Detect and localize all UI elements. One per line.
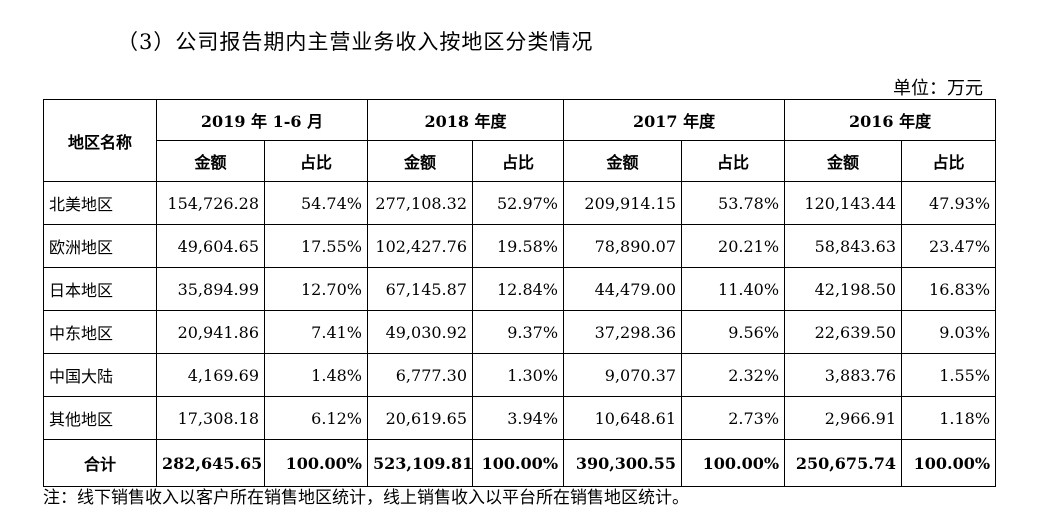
region-name-cell: 日本地区 <box>43 267 157 311</box>
header-period: 2019 年 1-6 月 <box>156 99 368 141</box>
header-period: 2016 年度 <box>784 99 997 141</box>
header-ratio: 占比 <box>681 140 786 182</box>
amount-cell: 4,169.69 <box>156 353 265 397</box>
ratio-cell: 17.55% <box>264 224 368 268</box>
ratio-cell: 53.78% <box>681 181 786 225</box>
region-name-cell: 北美地区 <box>43 181 157 225</box>
region-name-cell: 欧洲地区 <box>43 224 157 268</box>
ratio-cell: 16.83% <box>901 267 997 311</box>
amount-cell: 67,145.87 <box>367 267 473 311</box>
header-region: 地区名称 <box>43 99 157 182</box>
amount-cell: 37,298.36 <box>563 310 683 354</box>
amount-cell: 49,030.92 <box>367 310 473 354</box>
ratio-cell: 9.37% <box>471 310 565 354</box>
ratio-cell: 52.97% <box>471 181 565 225</box>
table-title: （3）公司报告期内主营业务收入按地区分类情况 <box>117 30 594 54</box>
amount-cell: 277,108.32 <box>367 181 473 225</box>
ratio-cell: 6.12% <box>264 396 368 440</box>
header-amount: 金额 <box>563 140 683 182</box>
ratio-cell: 3.94% <box>471 396 565 440</box>
header-period: 2017 年度 <box>563 99 786 141</box>
amount-cell: 58,843.63 <box>784 224 903 268</box>
table-row: 欧洲地区 49,604.65 17.55% 102,427.76 19.58% 78,89… <box>43 224 997 268</box>
header-amount: 金额 <box>367 140 473 182</box>
total-amount-cell: 523,109.81 <box>367 439 473 487</box>
ratio-cell: 1.48% <box>264 353 368 397</box>
ratio-cell: 1.55% <box>901 353 997 397</box>
amount-cell: 10,648.61 <box>563 396 683 440</box>
header-period: 2018 年度 <box>366 99 565 141</box>
header-ratio: 占比 <box>264 140 368 182</box>
revenue-by-region-table: 地区名称 2019 年 1-6 月 2018 年度 2017 年度 2016 年… <box>43 99 997 487</box>
ratio-cell: 20.21% <box>681 224 786 268</box>
amount-cell: 22,639.50 <box>784 310 903 354</box>
amount-cell: 9,070.37 <box>563 353 683 397</box>
ratio-cell: 1.30% <box>471 353 565 397</box>
table-row: 北美地区 154,726.28 54.74% 277,108.32 52.97% 209,… <box>43 181 997 225</box>
header-ratio: 占比 <box>471 140 565 182</box>
amount-cell: 154,726.28 <box>156 181 265 225</box>
table-row: 中国大陆 4,169.69 1.48% 6,777.30 1.30% 9,070.37 2.… <box>43 353 997 397</box>
amount-cell: 20,619.65 <box>367 396 473 440</box>
amount-cell: 49,604.65 <box>156 224 265 268</box>
total-ratio-cell: 100.00% <box>901 439 997 487</box>
region-name-cell: 其他地区 <box>43 396 157 440</box>
ratio-cell: 2.73% <box>681 396 786 440</box>
region-name-cell: 中国大陆 <box>43 353 157 397</box>
ratio-cell: 47.93% <box>901 181 997 225</box>
ratio-cell: 1.18% <box>901 396 997 440</box>
table-row: 中东地区 20,941.86 7.41% 49,030.92 9.37% 37,298.3… <box>43 310 997 354</box>
ratio-cell: 19.58% <box>471 224 565 268</box>
total-ratio-cell: 100.00% <box>264 439 368 487</box>
region-name-cell: 中东地区 <box>43 310 157 354</box>
amount-cell: 44,479.00 <box>563 267 683 311</box>
amount-cell: 42,198.50 <box>784 267 903 311</box>
header-ratio: 占比 <box>901 140 997 182</box>
header-amount: 金额 <box>156 140 265 182</box>
ratio-cell: 12.70% <box>264 267 368 311</box>
amount-cell: 6,777.30 <box>367 353 473 397</box>
amount-cell: 78,890.07 <box>563 224 683 268</box>
footnote: 注：线下销售收入以客户所在销售地区统计，线上销售收入以平台所在销售地区统计。 <box>43 488 689 508</box>
amount-cell: 17,308.18 <box>156 396 265 440</box>
ratio-cell: 54.74% <box>264 181 368 225</box>
total-amount-cell: 250,675.74 <box>784 439 903 487</box>
header-amount: 金额 <box>784 140 903 182</box>
total-label: 合计 <box>43 439 157 487</box>
ratio-cell: 9.56% <box>681 310 786 354</box>
total-row: 合计 282,645.65 100.00% 523,109.81 100.00% 390,… <box>43 439 997 487</box>
total-ratio-cell: 100.00% <box>471 439 565 487</box>
amount-cell: 35,894.99 <box>156 267 265 311</box>
total-ratio-cell: 100.00% <box>681 439 786 487</box>
table-row: 日本地区 35,894.99 12.70% 67,145.87 12.84% 44,479… <box>43 267 997 311</box>
ratio-cell: 12.84% <box>471 267 565 311</box>
ratio-cell: 7.41% <box>264 310 368 354</box>
ratio-cell: 23.47% <box>901 224 997 268</box>
amount-cell: 3,883.76 <box>784 353 903 397</box>
ratio-cell: 9.03% <box>901 310 997 354</box>
amount-cell: 102,427.76 <box>367 224 473 268</box>
amount-cell: 120,143.44 <box>784 181 903 225</box>
amount-cell: 209,914.15 <box>563 181 683 225</box>
ratio-cell: 11.40% <box>681 267 786 311</box>
amount-cell: 2,966.91 <box>784 396 903 440</box>
total-amount-cell: 390,300.55 <box>563 439 683 487</box>
unit-label: 单位：万元 <box>893 78 983 99</box>
total-amount-cell: 282,645.65 <box>156 439 265 487</box>
table-row: 其他地区 17,308.18 6.12% 20,619.65 3.94% 10,648.6… <box>43 396 997 440</box>
amount-cell: 20,941.86 <box>156 310 265 354</box>
ratio-cell: 2.32% <box>681 353 786 397</box>
